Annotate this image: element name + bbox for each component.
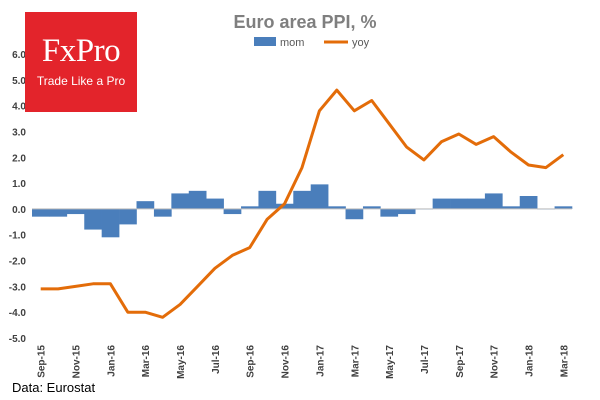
- legend-mom-swatch: [254, 37, 276, 46]
- y-tick-label: -3.0: [9, 282, 27, 293]
- mom-bar: [136, 201, 155, 209]
- x-tick-label: Jul-16: [211, 345, 222, 374]
- x-tick-label: Mar-16: [141, 345, 152, 378]
- mom-bar: [450, 198, 468, 209]
- mom-bar: [328, 206, 346, 209]
- legend-yoy-label: yoy: [352, 37, 370, 49]
- logo-brand: FxPro: [41, 33, 121, 69]
- mom-bar: [310, 184, 329, 209]
- mom-bar: [554, 206, 573, 209]
- y-tick-label: 0.0: [12, 205, 26, 216]
- y-tick-label: 6.0: [12, 50, 26, 61]
- x-tick-label: May-17: [385, 345, 396, 379]
- x-tick-label: Sep-17: [455, 345, 466, 378]
- y-tick-label: 3.0: [12, 127, 26, 138]
- x-tick-label: Jan-17: [315, 345, 326, 377]
- y-axis: 6.0 5.0 4.0 3.0 2.0 1.0 0.0 -1.0 -2.0 -3.0 -4.0 -5.…: [9, 50, 27, 345]
- fxpro-logo: FxPro Trade Like a Pro: [25, 12, 137, 112]
- mom-bar: [484, 193, 503, 209]
- y-tick-label: 2.0: [12, 153, 26, 164]
- y-tick-label: 5.0: [12, 76, 26, 87]
- mom-bar: [66, 208, 85, 215]
- logo-tagline: Trade Like a Pro: [36, 74, 126, 88]
- y-tick-label: -4.0: [9, 308, 27, 319]
- y-tick-label: 1.0: [12, 179, 26, 190]
- mom-bar: [345, 208, 364, 220]
- mom-bar: [32, 208, 50, 217]
- x-tick-label: Nov-15: [72, 345, 83, 379]
- mom-bar: [380, 208, 399, 217]
- mom-bar: [258, 190, 277, 209]
- mom-bar: [397, 208, 416, 215]
- data-source: Data: Eurostat: [12, 380, 96, 395]
- mom-bar: [206, 198, 224, 209]
- mom-bar: [223, 208, 242, 215]
- mom-bar: [519, 196, 538, 209]
- mom-bar: [188, 190, 207, 209]
- mom-bar: [362, 206, 381, 209]
- y-tick-label: 4.0: [12, 102, 26, 113]
- legend: mom yoy: [254, 37, 370, 49]
- x-tick-label: Nov-17: [490, 345, 501, 379]
- mom-bar: [275, 203, 294, 209]
- x-tick-label: Jul-17: [420, 345, 431, 374]
- mom-bar: [241, 206, 259, 209]
- x-tick-label: May-16: [176, 345, 187, 379]
- mom-bar: [432, 198, 451, 209]
- mom-bar: [171, 193, 190, 209]
- y-tick-label: -5.0: [9, 334, 27, 345]
- x-tick-label: Sep-15: [37, 345, 48, 378]
- mom-bar: [119, 208, 137, 225]
- x-axis: Sep-15 Nov-15 Jan-16 Mar-16 May-16 Jul-16 Sep-…: [37, 345, 571, 379]
- x-tick-label: Nov-16: [281, 345, 292, 379]
- x-tick-label: Jan-16: [106, 345, 117, 377]
- mom-bar: [153, 208, 172, 217]
- x-tick-label: Mar-17: [350, 345, 361, 378]
- mom-bars: [32, 184, 573, 238]
- mom-bar: [49, 208, 68, 217]
- mom-bar: [84, 208, 102, 230]
- legend-mom-label: mom: [280, 37, 304, 49]
- x-tick-label: Sep-16: [246, 345, 257, 378]
- y-tick-label: -1.0: [9, 231, 27, 242]
- y-tick-label: -2.0: [9, 257, 27, 268]
- mom-bar: [293, 190, 312, 209]
- mom-bar: [467, 198, 486, 209]
- yoy-line: [40, 88, 565, 319]
- x-tick-label: Mar-18: [559, 345, 570, 378]
- x-tick-label: Jan-18: [524, 345, 535, 377]
- mom-bar: [502, 206, 521, 209]
- chart-title: Euro area PPI, %: [233, 12, 376, 32]
- mom-bar: [101, 208, 120, 238]
